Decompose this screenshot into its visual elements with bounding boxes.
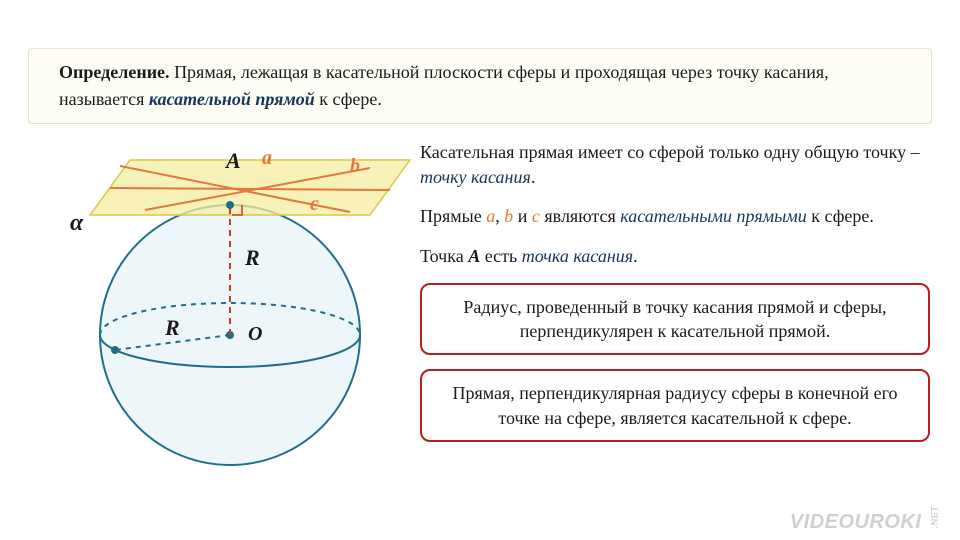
- label-line-b: b: [350, 155, 360, 177]
- sphere-diagram: α A a b c R R O: [30, 140, 410, 500]
- watermark-text: VIDEOUROKI: [790, 511, 922, 533]
- p2-before: Прямые: [420, 206, 486, 226]
- watermark: VIDEOUROKI.NET: [790, 511, 944, 534]
- definition-text-after: к сфере.: [315, 89, 382, 109]
- definition-term: касательной прямой: [149, 89, 315, 109]
- definition-box: Определение. Прямая, лежащая в касательн…: [28, 48, 932, 124]
- p2-sep1: ,: [495, 206, 504, 226]
- diagram-svg: α A a b c R R O: [30, 140, 430, 500]
- right-column: Касательная прямая имеет со сферой тольк…: [420, 140, 930, 442]
- p2-c: c: [532, 206, 540, 226]
- paragraph-1: Касательная прямая имеет со сферой тольк…: [420, 140, 930, 190]
- definition-lead: Определение.: [59, 62, 170, 82]
- p2-b: b: [504, 206, 513, 226]
- p1-after: .: [531, 167, 536, 187]
- label-line-c: c: [310, 193, 319, 215]
- label-alpha: α: [70, 210, 84, 236]
- p1-emph: точку касания: [420, 167, 531, 187]
- info-box-1: Радиус, проведенный в точку касания прям…: [420, 283, 930, 356]
- label-line-a: a: [262, 147, 272, 169]
- label-r1: R: [244, 245, 260, 270]
- equator-point: [111, 346, 119, 354]
- paragraph-2: Прямые a, b и c являются касательными пр…: [420, 204, 930, 229]
- p3-a-var: A: [468, 246, 480, 266]
- p3-mid: есть: [480, 246, 522, 266]
- p2-after: к сфере.: [807, 206, 874, 226]
- p3-emph: точка касания: [522, 246, 633, 266]
- label-r2: R: [164, 315, 180, 340]
- p2-sep2: и: [513, 206, 532, 226]
- paragraph-3: Точка A есть точка касания.: [420, 244, 930, 269]
- label-a-point: A: [224, 148, 241, 173]
- tangent-point: [226, 201, 234, 209]
- p1-before: Касательная прямая имеет со сферой тольк…: [420, 142, 920, 162]
- p2-emph: касательными прямыми: [620, 206, 806, 226]
- watermark-net: .NET: [930, 506, 940, 529]
- p2-mid: являются: [540, 206, 620, 226]
- info-box-2: Прямая, перпендикулярная радиусу сферы в…: [420, 369, 930, 442]
- p2-a: a: [486, 206, 495, 226]
- label-o: O: [248, 323, 262, 345]
- p3-after: .: [633, 246, 638, 266]
- p3-before: Точка: [420, 246, 468, 266]
